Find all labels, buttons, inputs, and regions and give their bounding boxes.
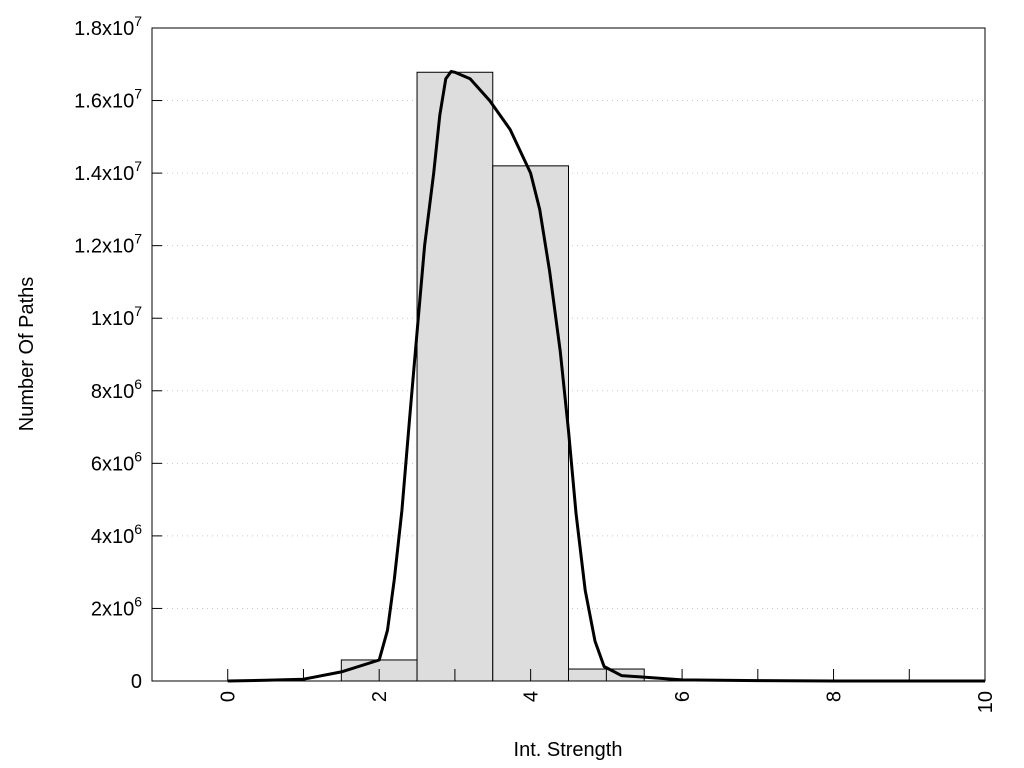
y-tick-label: 4x106: [91, 521, 142, 548]
y-tick-label: 1.4x107: [74, 158, 142, 185]
y-tick-label: 1.6x107: [74, 86, 142, 113]
y-tick-label: 1x107: [91, 303, 142, 330]
fit-curve-group: [227, 70, 985, 683]
x-tick-label: 10: [975, 691, 997, 713]
plot-frame: [151, 27, 986, 682]
y-axis-label: Number Of Paths: [16, 277, 38, 432]
x-tick-label: 4: [521, 691, 543, 702]
x-axis-label: Int. Strength: [514, 739, 623, 761]
fit-curve-line: [227, 70, 985, 683]
ticks: 0 2x106 4x106 6x106 8x106 1x107 1.2x107 1.4x107…: [74, 13, 997, 713]
y-tick-label: 1.8x107: [74, 13, 142, 40]
y-tick-label: 2x106: [91, 593, 142, 620]
y-tick-label: 1.2x107: [74, 231, 142, 258]
x-tick-label: 8: [824, 691, 846, 702]
y-tick-label: 6x106: [91, 448, 142, 475]
histogram-bar: [416, 71, 494, 682]
x-tick-label: 2: [369, 691, 391, 702]
y-tick-label: 0: [131, 671, 142, 693]
y-tick-label: 8x106: [91, 376, 142, 403]
x-tick-label: 6: [672, 691, 694, 702]
x-tick-label: 0: [218, 691, 240, 702]
histogram-bar: [492, 165, 570, 682]
bars: [340, 71, 645, 682]
